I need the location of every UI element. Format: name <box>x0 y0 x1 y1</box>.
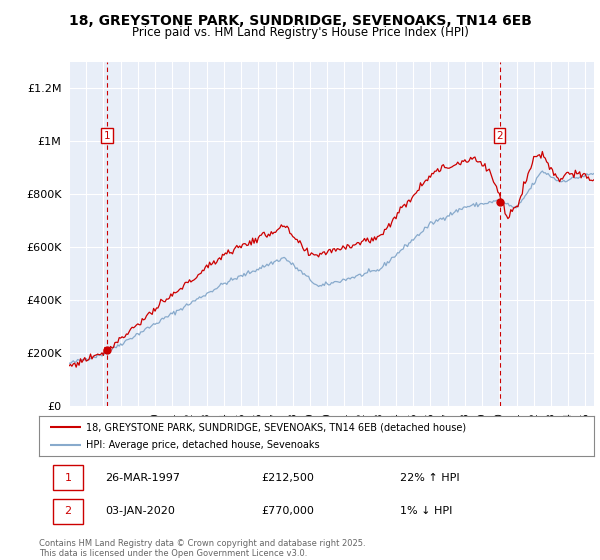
Text: 2: 2 <box>496 131 503 141</box>
Text: 22% ↑ HPI: 22% ↑ HPI <box>400 473 460 483</box>
Text: 18, GREYSTONE PARK, SUNDRIDGE, SEVENOAKS, TN14 6EB (detached house): 18, GREYSTONE PARK, SUNDRIDGE, SEVENOAKS… <box>86 422 466 432</box>
Bar <box>53 499 83 524</box>
Bar <box>53 465 83 490</box>
Text: £212,500: £212,500 <box>261 473 314 483</box>
Text: 1: 1 <box>65 473 71 483</box>
Text: 03-JAN-2020: 03-JAN-2020 <box>106 506 175 516</box>
Text: Price paid vs. HM Land Registry's House Price Index (HPI): Price paid vs. HM Land Registry's House … <box>131 26 469 39</box>
Text: HPI: Average price, detached house, Sevenoaks: HPI: Average price, detached house, Seve… <box>86 440 320 450</box>
Text: Contains HM Land Registry data © Crown copyright and database right 2025.: Contains HM Land Registry data © Crown c… <box>39 539 365 548</box>
Text: 18, GREYSTONE PARK, SUNDRIDGE, SEVENOAKS, TN14 6EB: 18, GREYSTONE PARK, SUNDRIDGE, SEVENOAKS… <box>68 14 532 28</box>
Text: 26-MAR-1997: 26-MAR-1997 <box>106 473 181 483</box>
Text: 1: 1 <box>104 131 110 141</box>
Text: 1% ↓ HPI: 1% ↓ HPI <box>400 506 452 516</box>
Text: This data is licensed under the Open Government Licence v3.0.: This data is licensed under the Open Gov… <box>39 549 307 558</box>
Text: £770,000: £770,000 <box>261 506 314 516</box>
Text: 2: 2 <box>65 506 72 516</box>
